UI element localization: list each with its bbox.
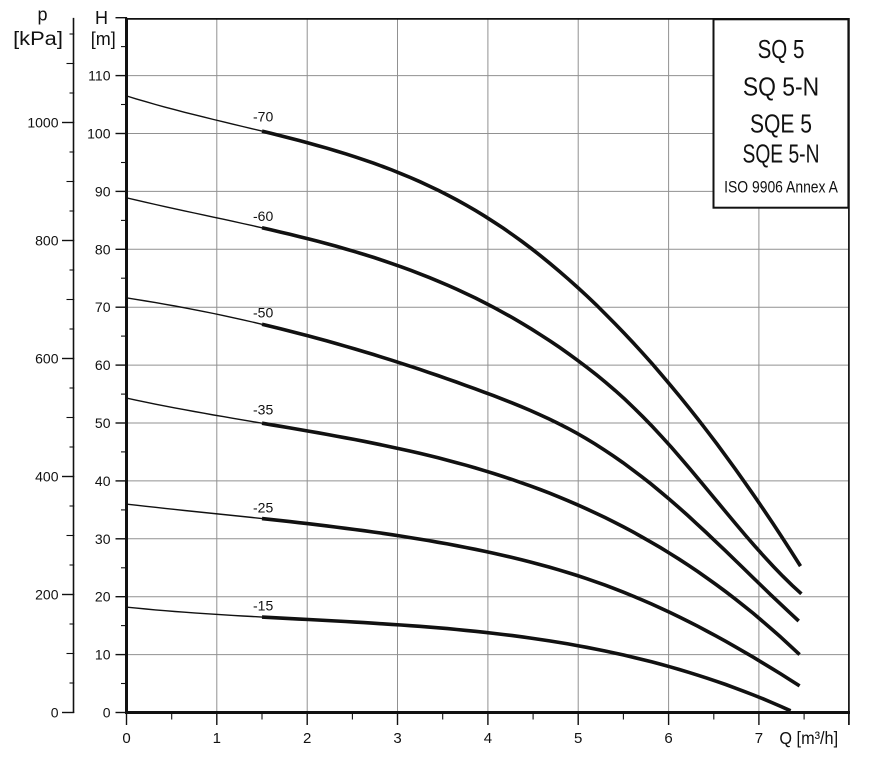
svg-text:-70: -70 <box>253 109 273 125</box>
svg-text:800: 800 <box>35 233 59 249</box>
svg-text:20: 20 <box>95 589 111 605</box>
svg-text:30: 30 <box>95 531 111 547</box>
svg-text:SQE 5: SQE 5 <box>750 111 812 140</box>
svg-text:5: 5 <box>574 730 582 747</box>
svg-text:70: 70 <box>95 299 111 315</box>
svg-text:2: 2 <box>303 730 311 747</box>
svg-text:Q [m³/h]: Q [m³/h] <box>779 728 838 748</box>
svg-text:[kPa]: [kPa] <box>13 28 63 49</box>
svg-text:110: 110 <box>88 68 111 84</box>
svg-text:40: 40 <box>95 473 111 489</box>
svg-text:-35: -35 <box>253 402 273 418</box>
svg-text:SQE 5-N: SQE 5-N <box>743 138 820 168</box>
svg-text:50: 50 <box>95 415 111 431</box>
svg-text:600: 600 <box>35 351 59 367</box>
svg-text:p: p <box>37 5 47 25</box>
svg-text:100: 100 <box>87 126 111 142</box>
svg-text:1000: 1000 <box>27 115 58 131</box>
svg-text:SQ 5: SQ 5 <box>758 35 805 64</box>
svg-text:-15: -15 <box>253 598 273 614</box>
svg-text:6: 6 <box>664 730 672 747</box>
svg-text:10: 10 <box>95 647 111 663</box>
svg-text:-25: -25 <box>253 500 273 516</box>
svg-text:80: 80 <box>95 241 111 257</box>
svg-text:4: 4 <box>484 730 492 747</box>
svg-text:7: 7 <box>755 730 763 747</box>
svg-text:90: 90 <box>95 183 111 199</box>
svg-text:ISO 9906 Annex A: ISO 9906 Annex A <box>724 178 838 197</box>
svg-text:1: 1 <box>213 730 221 747</box>
svg-text:0: 0 <box>103 705 111 721</box>
svg-text:-50: -50 <box>253 305 273 321</box>
svg-text:60: 60 <box>95 357 111 373</box>
svg-text:200: 200 <box>35 587 59 603</box>
svg-text:-60: -60 <box>253 208 273 224</box>
svg-text:0: 0 <box>51 705 59 721</box>
svg-text:H: H <box>95 8 108 28</box>
svg-text:[m]: [m] <box>91 29 116 49</box>
svg-text:400: 400 <box>35 469 59 485</box>
svg-text:3: 3 <box>393 730 401 747</box>
svg-text:SQ 5-N: SQ 5-N <box>743 73 819 102</box>
svg-text:0: 0 <box>122 730 130 747</box>
